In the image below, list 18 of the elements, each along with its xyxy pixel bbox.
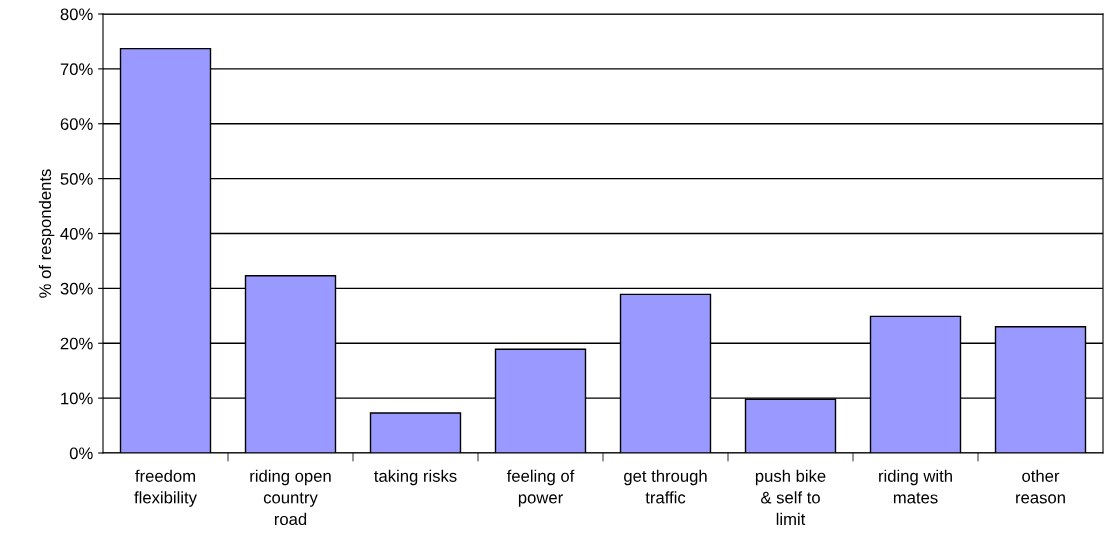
y-tick-label: 60% [60,118,93,130]
x-tick-label: riding open country road [250,469,331,526]
x-tick-label: riding with mates [879,469,952,504]
y-tick-label: 50% [60,173,93,185]
y-tick-label: 40% [60,227,93,240]
y-tick-label: 20% [60,337,93,350]
x-tick-label: get through traffic [624,469,707,504]
x-tick-label: freedom flexibility [134,469,197,507]
y-axis-title: % of respondents [38,169,55,298]
x-tick-label: other reason [1016,469,1065,504]
y-tick-label: 80% [60,8,93,21]
y-tick-label: 70% [60,63,93,76]
y-tick-label: 10% [61,392,93,405]
y-tick-label: 0% [69,447,93,460]
y-tick-label: 30% [60,282,93,295]
x-tick-label: taking risks [374,469,457,486]
x-tick-label: feeling of power [506,469,575,507]
x-tick-label: push bike & self to limit [755,469,826,526]
